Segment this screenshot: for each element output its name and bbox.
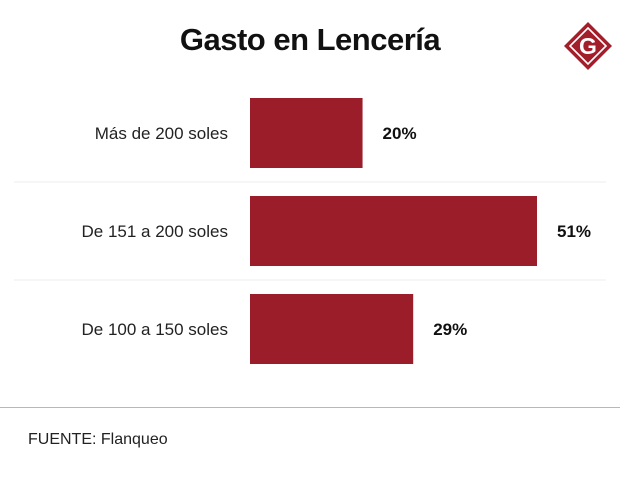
category-label: De 151 a 200 soles <box>82 222 229 241</box>
value-labels: 20% 51% 29% <box>383 124 591 339</box>
logo-diamond <box>564 22 612 70</box>
value-label: 29% <box>433 320 467 339</box>
bar-2 <box>250 196 537 266</box>
category-label: Más de 200 soles <box>95 124 228 143</box>
g-logo-icon: G <box>564 22 612 70</box>
logo-letter: G <box>579 33 597 59</box>
source-note: FUENTE: Flanqueo <box>28 431 168 448</box>
value-label: 20% <box>383 124 417 143</box>
bar-1 <box>250 98 363 168</box>
footer-divider <box>0 407 620 408</box>
value-label: 51% <box>557 222 591 241</box>
category-label: De 100 a 150 soles <box>82 320 229 339</box>
logo-inner-border <box>568 26 608 66</box>
bar-3 <box>250 294 414 364</box>
category-labels: Más de 200 soles De 151 a 200 soles De 100… <box>82 124 229 339</box>
bar-chart: Más de 200 soles De 151 a 200 soles De 100… <box>14 98 606 364</box>
bars <box>250 98 537 364</box>
row-separators <box>14 181 606 281</box>
chart-title: Gasto en Lencería <box>179 22 441 57</box>
